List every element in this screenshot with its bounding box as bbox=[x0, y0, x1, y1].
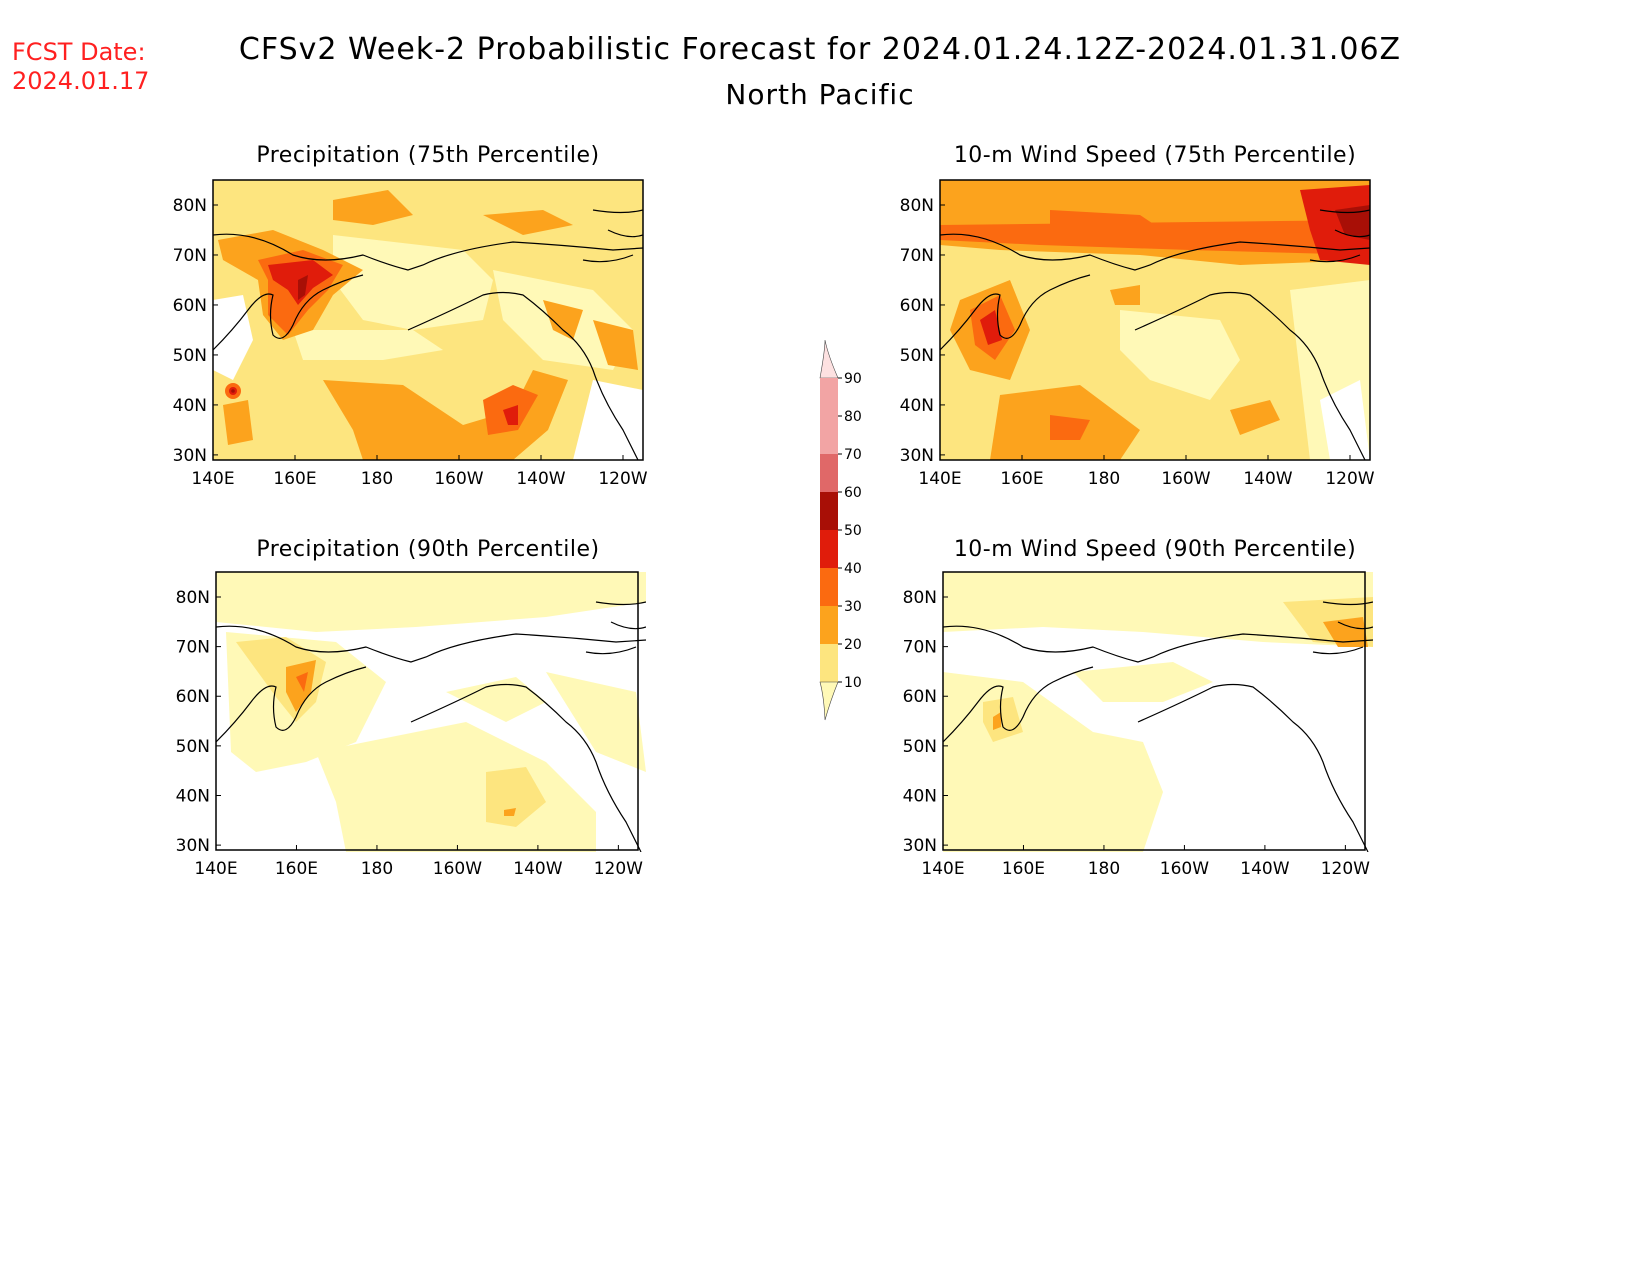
lon-label: 160W bbox=[434, 469, 483, 489]
colorbar-segment bbox=[820, 416, 838, 454]
colorbar-label: 60 bbox=[844, 485, 862, 501]
lat-label: 40N bbox=[900, 396, 934, 416]
lat-label: 80N bbox=[900, 196, 934, 216]
lon-label: 140W bbox=[1243, 469, 1292, 489]
colorbar-segment bbox=[820, 454, 838, 492]
lon-label: 160E bbox=[275, 859, 318, 879]
fcst-date-value: 2024.01.17 bbox=[12, 67, 150, 95]
map-wind-75 bbox=[939, 179, 1371, 461]
lon-label: 120W bbox=[1321, 859, 1370, 879]
lon-label: 180 bbox=[361, 469, 393, 489]
lon-label: 160W bbox=[433, 859, 482, 879]
lat-label: 70N bbox=[173, 246, 207, 266]
lat-label: 50N bbox=[176, 737, 210, 757]
colorbar-label: 50 bbox=[844, 523, 862, 539]
lat-label: 60N bbox=[176, 687, 210, 707]
panel-title-wind-75: 10-m Wind Speed (75th Percentile) bbox=[953, 143, 1357, 168]
forecast-date-label: FCST Date: 2024.01.17 bbox=[12, 38, 149, 96]
lon-label: 140W bbox=[513, 859, 562, 879]
lon-label: 140E bbox=[921, 859, 964, 879]
lat-label: 80N bbox=[903, 588, 937, 608]
colorbar-segment bbox=[820, 378, 838, 416]
colorbar-segment bbox=[820, 492, 838, 530]
colorbar-label: 70 bbox=[844, 447, 862, 463]
lon-label: 160W bbox=[1160, 859, 1209, 879]
lon-label: 120W bbox=[1325, 469, 1374, 489]
colorbar-label: 40 bbox=[844, 561, 862, 577]
lat-label: 60N bbox=[903, 687, 937, 707]
fcst-date-caption: FCST Date: bbox=[12, 38, 146, 66]
lon-label: 140E bbox=[194, 859, 237, 879]
lat-label: 70N bbox=[176, 638, 210, 658]
lon-label: 180 bbox=[361, 859, 393, 879]
map-precip-90 bbox=[215, 571, 646, 852]
colorbar-label: 10 bbox=[844, 675, 862, 691]
map-wind-90 bbox=[942, 571, 1373, 852]
lon-label: 160E bbox=[273, 469, 316, 489]
lat-label: 30N bbox=[176, 836, 210, 856]
lat-label: 40N bbox=[903, 786, 937, 806]
colorbar-label: 80 bbox=[844, 409, 862, 425]
colorbar-bottom-tail bbox=[819, 681, 839, 721]
lat-label: 50N bbox=[173, 346, 207, 366]
axis-labels: 140E 160E 180 160W 140W 120W 80N 70N 60N 50N 40N 30… bbox=[173, 196, 1375, 879]
lat-label: 30N bbox=[173, 446, 207, 466]
page-title: CFSv2 Week-2 Probabilistic Forecast for … bbox=[238, 32, 1402, 67]
colorbar-segment bbox=[820, 606, 838, 644]
lon-label: 160E bbox=[1000, 469, 1043, 489]
panel-title-precip-90: Precipitation (90th Percentile) bbox=[256, 537, 600, 562]
lon-label: 120W bbox=[594, 859, 643, 879]
lon-label: 140W bbox=[516, 469, 565, 489]
lon-label: 160W bbox=[1161, 469, 1210, 489]
lon-label: 140W bbox=[1240, 859, 1289, 879]
lon-label: 140E bbox=[191, 469, 234, 489]
lat-label: 50N bbox=[903, 737, 937, 757]
lat-label: 60N bbox=[173, 296, 207, 316]
lat-label: 80N bbox=[176, 588, 210, 608]
lat-label: 40N bbox=[173, 396, 207, 416]
colorbar-segment bbox=[820, 568, 838, 606]
panel-title-precip-75: Precipitation (75th Percentile) bbox=[256, 143, 600, 168]
page-subtitle: North Pacific bbox=[725, 78, 915, 111]
lat-label: 30N bbox=[900, 446, 934, 466]
colorbar: 90 80 70 60 50 40 30 20 10 bbox=[819, 339, 862, 721]
lat-label: 80N bbox=[173, 196, 207, 216]
map-precip-75 bbox=[212, 179, 644, 461]
colorbar-label: 30 bbox=[844, 599, 862, 615]
colorbar-label: 20 bbox=[844, 637, 862, 653]
lon-label: 120W bbox=[598, 469, 647, 489]
lat-label: 50N bbox=[900, 346, 934, 366]
lon-label: 180 bbox=[1088, 469, 1120, 489]
lat-label: 70N bbox=[900, 246, 934, 266]
lon-label: 180 bbox=[1088, 859, 1120, 879]
panel-title-wind-90: 10-m Wind Speed (90th Percentile) bbox=[953, 537, 1357, 562]
lat-label: 70N bbox=[903, 638, 937, 658]
colorbar-top-tail bbox=[819, 339, 839, 379]
lat-label: 60N bbox=[900, 296, 934, 316]
colorbar-label: 90 bbox=[844, 371, 862, 387]
lon-label: 160E bbox=[1002, 859, 1045, 879]
lat-label: 40N bbox=[176, 786, 210, 806]
colorbar-segment bbox=[820, 644, 838, 682]
lat-label: 30N bbox=[903, 836, 937, 856]
lon-label: 140E bbox=[918, 469, 961, 489]
colorbar-segment bbox=[820, 530, 838, 568]
